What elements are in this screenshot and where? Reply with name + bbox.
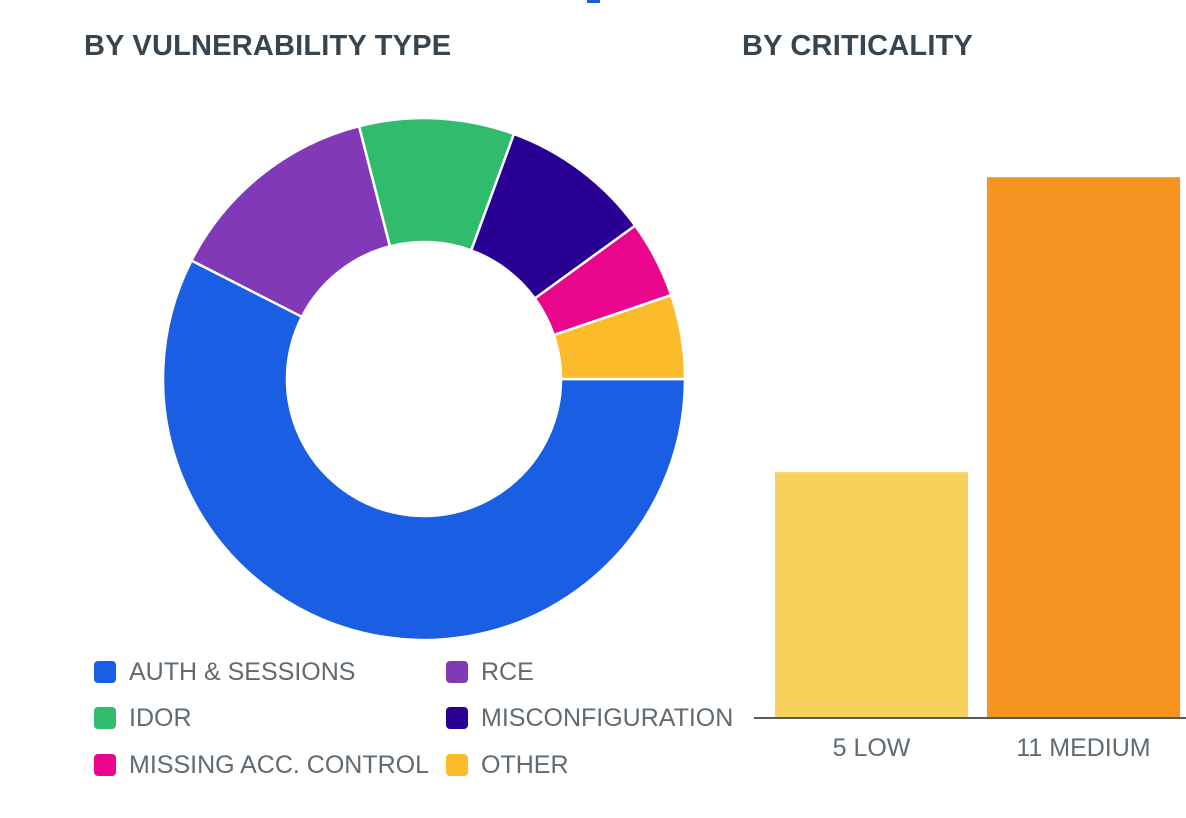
bar-category-label: 11 MEDIUM [1016, 734, 1150, 762]
legend-swatch [94, 661, 116, 683]
legend-swatch [94, 707, 116, 729]
vulnerability-type-legend: AUTH & SESSIONS RCE IDOR MISCONFIGURATIO… [94, 652, 744, 802]
legend-label: AUTH & SESSIONS [129, 657, 356, 686]
bar-category-label: 5 LOW [833, 734, 911, 762]
criticality-bar-chart: 5 LOW 11 MEDIUM [754, 177, 1186, 762]
legend-item-missing-acc-control[interactable]: MISSING ACC. CONTROL [94, 747, 429, 783]
legend-swatch [446, 754, 468, 776]
legend-item-misconfiguration[interactable]: MISCONFIGURATION [446, 700, 733, 736]
top-indicator [587, 0, 600, 3]
bar-5-low[interactable] [775, 472, 968, 718]
bar-11-medium[interactable] [987, 177, 1180, 718]
donut-slice-other[interactable] [552, 293, 687, 381]
vulnerability-type-title: BY VULNERABILITY TYPE [84, 30, 452, 62]
criticality-title: BY CRITICALITY [742, 30, 974, 62]
legend-label: IDOR [129, 703, 192, 732]
donut-slice-rce[interactable] [190, 124, 392, 319]
legend-swatch [94, 754, 116, 776]
legend-item-rce[interactable]: RCE [446, 654, 534, 690]
legend-label: MISSING ACC. CONTROL [129, 750, 430, 779]
legend-swatch [446, 661, 468, 683]
legend-swatch [446, 707, 468, 729]
vulnerability-type-donut-chart [161, 116, 687, 642]
legend-label: RCE [481, 657, 534, 686]
legend-item-idor[interactable]: IDOR [94, 700, 192, 736]
legend-item-other[interactable]: OTHER [446, 747, 569, 783]
legend-label: OTHER [481, 750, 569, 779]
donut-slice-auth-sessions[interactable] [161, 259, 687, 642]
legend-label: MISCONFIGURATION [481, 703, 734, 732]
legend-item-auth-sessions[interactable]: AUTH & SESSIONS [94, 654, 355, 690]
